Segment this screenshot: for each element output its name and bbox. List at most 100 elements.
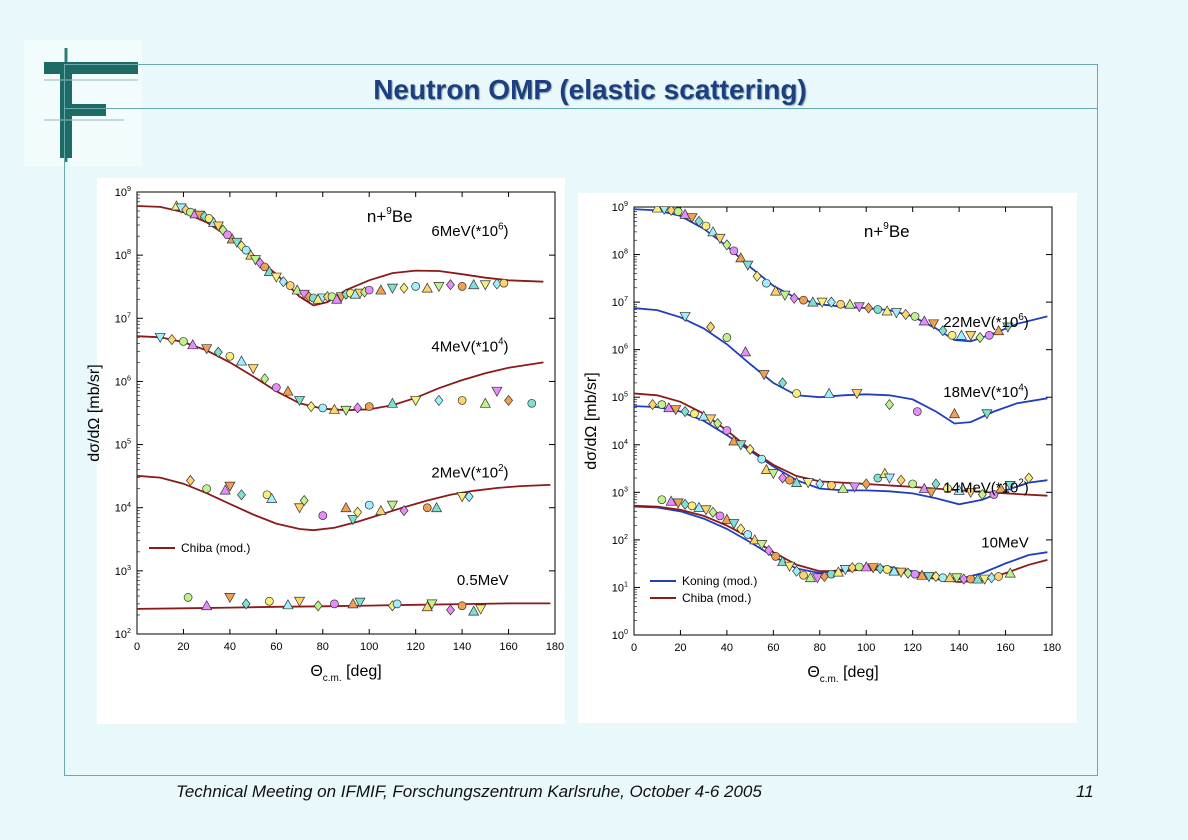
data-point — [224, 481, 236, 492]
x-tick-label: 20 — [177, 641, 189, 653]
data-point — [665, 495, 677, 506]
x-tick-label: 100 — [857, 642, 875, 654]
data-point — [386, 397, 399, 408]
data-point — [410, 396, 422, 407]
data-point — [736, 523, 746, 535]
data-point — [249, 255, 262, 266]
x-tick-label: 100 — [360, 641, 378, 653]
y-tick-label: 103 — [612, 485, 628, 499]
data-point — [659, 207, 669, 215]
data-point — [873, 305, 883, 314]
data-point — [680, 405, 690, 418]
data-point — [446, 604, 455, 616]
data-point — [715, 511, 725, 521]
data-point — [468, 279, 480, 290]
y-tick-label: 109 — [612, 200, 628, 214]
series — [634, 307, 1048, 425]
data-point — [457, 601, 467, 611]
data-point — [837, 482, 849, 493]
data-point — [790, 476, 803, 487]
data-point — [860, 561, 872, 572]
data-point — [804, 572, 817, 583]
data-point — [972, 573, 984, 584]
data-point — [722, 333, 732, 342]
data-point — [694, 215, 704, 227]
data-point — [901, 308, 911, 321]
data-point — [705, 414, 717, 425]
data-point — [260, 373, 270, 385]
data-point — [340, 405, 352, 416]
logo — [24, 40, 142, 166]
data-point — [331, 293, 343, 304]
reaction-label: n+9Be — [864, 221, 910, 241]
data-point — [183, 593, 193, 602]
y-tick-label: 108 — [612, 248, 628, 262]
data-point — [225, 351, 235, 361]
data-point — [883, 473, 896, 484]
y-tick-label: 106 — [115, 374, 131, 388]
data-point — [951, 573, 963, 584]
data-point — [762, 278, 771, 288]
data-point — [953, 484, 965, 495]
data-point — [867, 563, 879, 574]
data-point — [771, 552, 781, 561]
data-point — [992, 325, 1005, 336]
data-point — [464, 491, 474, 503]
data-point — [981, 409, 993, 420]
data-point — [504, 394, 514, 406]
data-point — [270, 272, 282, 283]
data-point — [663, 402, 675, 413]
data-point — [792, 565, 802, 577]
legend-bg — [646, 589, 758, 606]
data-point — [789, 292, 799, 304]
data-point — [925, 487, 937, 499]
data-point — [847, 562, 857, 574]
x-tick-label: 0 — [631, 642, 637, 654]
series-label: 6MeV(*106) — [431, 221, 508, 240]
data-point — [399, 282, 409, 294]
data-point — [457, 396, 467, 405]
data-point — [792, 389, 801, 398]
legend-label: Chiba (mod.) — [181, 541, 250, 555]
data-point — [713, 417, 723, 430]
x-axis-label: Θc.m. [deg] — [807, 664, 878, 685]
data-point — [849, 482, 861, 493]
data-point — [648, 399, 658, 411]
x-tick-label: 120 — [903, 642, 921, 654]
x-tick-label: 160 — [996, 642, 1014, 654]
series-label: 2MeV(*102) — [431, 463, 508, 482]
series — [634, 392, 1048, 506]
chart-panel-right: 0 20 40 60 80 100 120 140 160 180 100 101 102 103 104 1… — [578, 193, 1077, 723]
data-point — [679, 312, 691, 323]
data-point — [278, 276, 288, 288]
data-point — [672, 498, 684, 509]
data-point — [752, 270, 762, 282]
data-point — [816, 297, 828, 308]
data-point — [785, 475, 794, 485]
x-tick-label: 80 — [814, 642, 826, 654]
series-label: 4MeV(*104) — [431, 337, 508, 356]
data-point — [779, 290, 791, 301]
data-point — [690, 409, 699, 419]
data-point — [475, 604, 487, 615]
data-point — [1002, 322, 1014, 333]
x-tick-label: 60 — [767, 642, 779, 654]
data-point — [708, 506, 718, 518]
y-tick-label: 101 — [612, 580, 628, 594]
model-curve — [137, 474, 551, 532]
y-tick-label: 104 — [115, 501, 131, 515]
data-point — [421, 282, 433, 293]
data-point — [201, 600, 213, 611]
data-point — [918, 315, 930, 326]
data-point — [457, 282, 467, 291]
data-point — [399, 505, 409, 517]
data-point — [666, 207, 676, 216]
x-tick-label: 140 — [453, 641, 471, 653]
data-point — [686, 213, 698, 224]
data-point — [657, 495, 667, 505]
data-point — [757, 454, 767, 464]
data-point — [237, 489, 246, 501]
legend-bg — [646, 572, 758, 589]
data-point — [706, 321, 716, 333]
data-point — [318, 511, 328, 520]
